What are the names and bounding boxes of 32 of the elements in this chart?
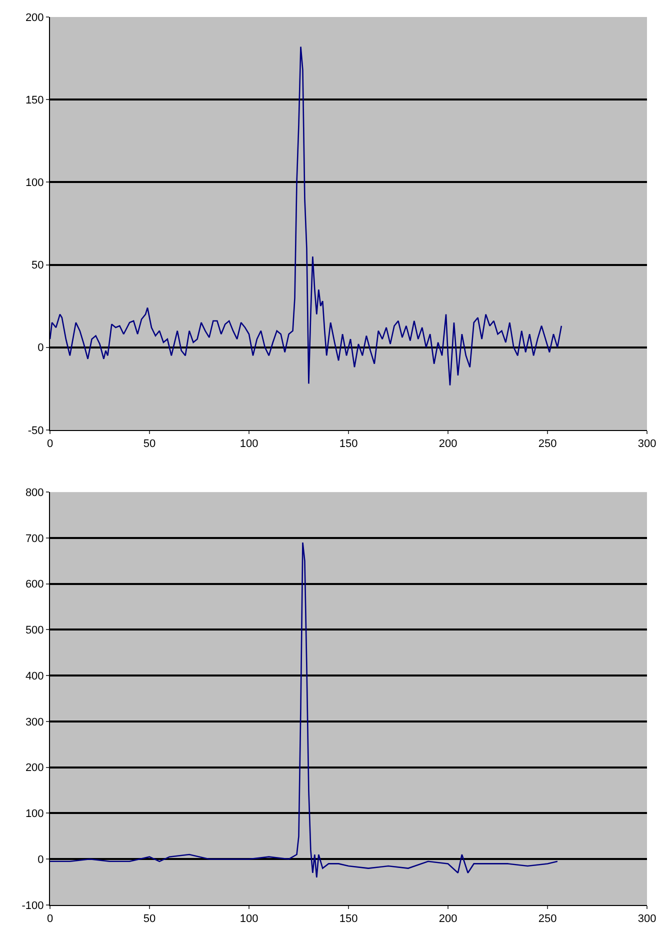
y-tick-label: 0 [38,342,44,354]
y-tick-label: 800 [25,486,44,499]
x-tick-label: 100 [240,913,258,926]
x-tick-label: 250 [538,913,557,926]
x-tick-label: 200 [438,913,458,926]
y-tick-label: 100 [25,808,44,820]
y-tick-label: 150 [25,94,44,106]
x-tick-label: 50 [143,438,156,450]
y-tick-label: 500 [25,624,44,637]
y-tick-label: 700 [25,532,44,545]
x-tick-label: 150 [339,913,358,926]
line-series [50,542,558,878]
x-tick-label: 150 [339,438,358,450]
x-tick-label: 100 [240,438,258,450]
x-tick-label: 300 [638,913,656,926]
x-tick-label: 0 [46,913,54,926]
y-tick-label: 600 [25,578,44,591]
x-tick-label: 50 [143,913,156,926]
y-tick-label: 400 [25,670,44,682]
line-series [50,46,562,386]
y-tick-label: 0 [38,854,44,866]
y-tick-label: 200 [25,12,44,24]
y-tick-label: 300 [25,716,44,728]
y-tick-label: -100 [22,900,44,912]
x-tick-label: 0 [46,438,54,450]
x-tick-label: 200 [438,438,458,450]
y-tick-label: 50 [32,260,44,272]
y-tick-label: -50 [28,424,44,437]
y-tick-label: 200 [25,762,44,774]
y-tick-label: 100 [25,177,44,190]
x-tick-label: 250 [538,438,557,450]
x-tick-label: 300 [638,438,656,450]
